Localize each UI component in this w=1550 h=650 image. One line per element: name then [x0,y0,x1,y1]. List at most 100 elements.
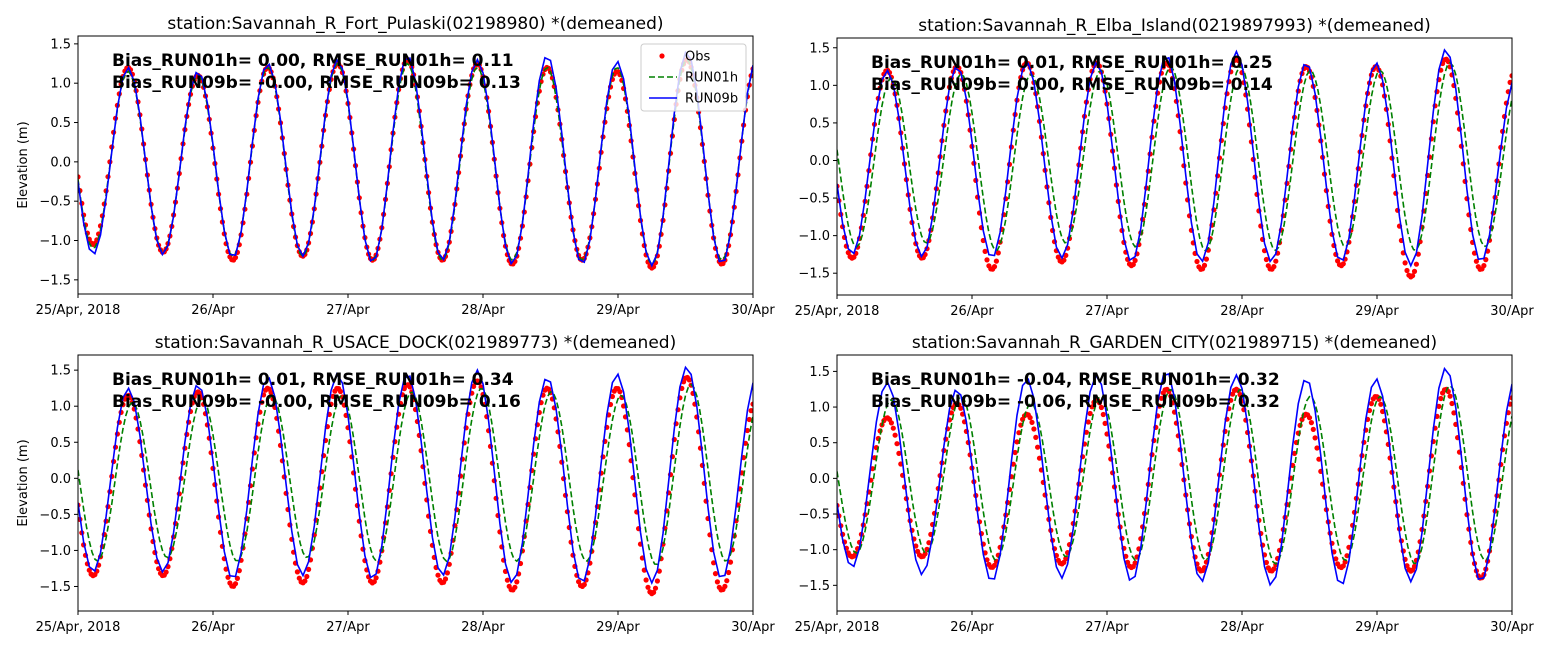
obs-point [232,581,239,587]
y-tick-label: −1.5 [798,579,830,594]
obs-point [1035,444,1041,450]
stats-annotation: Bias_RUN01h= -0.04, RMSE_RUN01h= 0.32 [871,370,1280,390]
obs-point [373,575,379,581]
obs-point [294,569,300,575]
x-tick-label: 25/Apr, 2018 [36,620,121,635]
legend-label: RUN01h [685,71,738,86]
obs-point [1411,563,1418,570]
obs-point [302,578,308,584]
obs-point [1063,556,1069,562]
y-tick-label: 1.0 [50,77,71,92]
legend-label: Obs [685,50,710,65]
x-tick-label: 29/Apr [596,303,640,318]
obs-point [750,401,753,407]
obs-point [504,577,510,583]
obs-point [726,569,732,576]
obs-point [711,560,717,566]
x-tick-label: 28/Apr [461,303,505,318]
y-tick-label: 1.5 [809,41,830,56]
stats-annotation: Bias_RUN09b= -0.00, RMSE_RUN09b= 0.13 [112,73,521,93]
y-tick-label: −1.0 [798,229,830,244]
obs-point [712,571,719,577]
obs-point [1402,260,1408,266]
subplot-title: station:Savannah_R_GARDEN_CITY(021989715… [912,333,1437,353]
legend-label: RUN09b [685,92,738,107]
series-line-run09b [78,50,753,268]
x-tick-label: 27/Apr [1085,620,1129,635]
obs-point [651,589,657,596]
x-tick-label: 30/Apr [1490,304,1534,319]
obs-point [407,384,413,390]
obs-point [1130,261,1136,268]
obs-point [1271,566,1277,572]
y-tick-label: 0.0 [50,472,71,487]
y-tick-label: 0.5 [50,436,71,451]
obs-point [1132,560,1138,566]
obs-point [995,250,1001,256]
obs-point [984,257,990,263]
obs-point [1451,410,1457,416]
obs-point [686,377,692,383]
obs-point [652,585,659,591]
obs-point [1273,258,1279,264]
obs-point [744,427,751,434]
stats-annotation: Bias_RUN09b= -0.06, RMSE_RUN09b= 0.32 [871,392,1280,412]
obs-point [232,254,239,261]
obs-point [722,583,728,590]
y-tick-label: 1.0 [809,401,830,416]
obs-point [654,578,661,584]
obs-point [1132,257,1138,264]
x-tick-label: 25/Apr, 2018 [795,620,880,635]
plot-area [78,50,753,271]
y-axis-label: Elevation (m) [16,439,31,526]
x-tick-label: 27/Apr [1085,304,1129,319]
obs-point [435,572,441,578]
obs-point [1033,434,1039,440]
obs-point [1263,559,1269,566]
obs-point [617,389,623,395]
obs-point [163,569,169,575]
obs-point [1036,455,1043,461]
obs-point [1340,261,1346,267]
subplot-title: station:Savannah_R_USACE_DOCK(021989773)… [155,333,676,353]
x-tick-label: 30/Apr [1490,620,1534,635]
obs-point [748,408,753,414]
obs-point [1170,400,1176,406]
legend-marker-obs [659,53,665,59]
obs-point [330,393,336,399]
series-line-run01h [78,383,753,566]
obs-point [78,174,81,180]
y-tick-label: 1.0 [50,400,71,415]
y-tick-label: 0.5 [809,436,830,451]
subplot-2: −1.5 −1.0 −0.5 0.0 0.5 1.0 1.5 25/Apr, 2018 26/A… [795,16,1535,319]
x-tick-label: 25/Apr, 2018 [795,304,880,319]
obs-point [1410,273,1416,279]
obs-point [724,578,730,584]
obs-point [444,570,450,576]
subplot-3: −1.5 −1.0 −0.5 0.0 0.5 1.0 1.5 25/Apr, 2018 26/A… [16,333,775,635]
axes-frame [836,37,1513,296]
obs-point [894,441,900,447]
obs-point [948,410,955,416]
y-tick-label: −0.5 [798,508,830,523]
series-line-run09b [837,48,1512,268]
obs-point [476,380,482,386]
obs-point [1368,401,1374,407]
obs-point [1481,263,1487,269]
y-tick-label: −0.5 [39,195,71,210]
obs-point [714,579,721,585]
obs-point [609,393,616,400]
series-line-run09b [837,366,1512,587]
obs-point [86,567,92,573]
x-tick-label: 26/Apr [191,303,235,318]
x-tick-label: 30/Apr [731,620,775,635]
obs-point [1237,392,1243,398]
series-line-run09b [78,365,753,585]
series-line-run01h [837,61,1512,252]
stats-annotation: Bias_RUN09b= 0.00, RMSE_RUN09b= 0.14 [871,75,1273,95]
obs-point [371,579,377,585]
obs-point [1029,419,1035,425]
obs-point [1096,400,1103,406]
x-tick-label: 27/Apr [326,303,370,318]
series-obs [837,386,1512,581]
